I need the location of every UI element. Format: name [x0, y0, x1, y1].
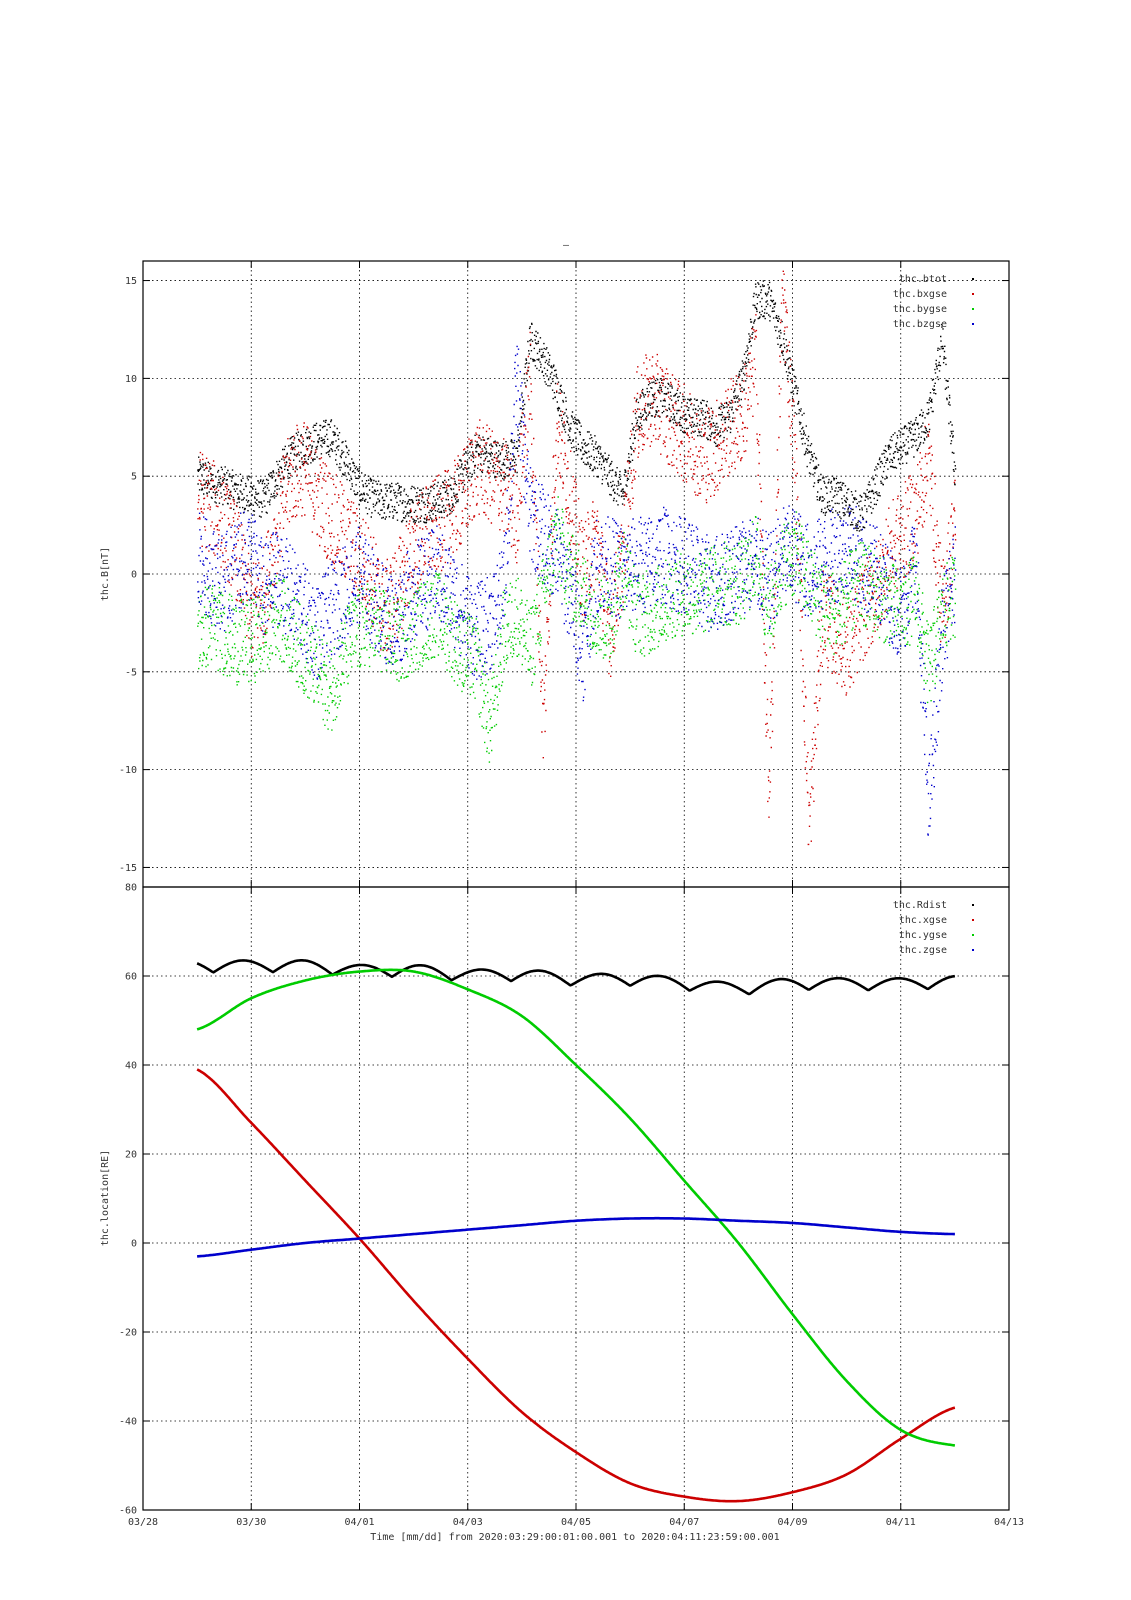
location-x-tick-label: 04/03: [453, 1517, 483, 1528]
magnetic-field-series: [197, 270, 957, 846]
magnetic-field-legend-label: thc.bzgse: [893, 319, 947, 330]
magnetic-field-ylabel: thc.B[nT]: [100, 547, 111, 601]
magnetic-field-legend-label: thc.btot: [899, 274, 947, 285]
location-x-tick-label: 04/13: [994, 1517, 1024, 1528]
figure-title: –: [563, 240, 570, 251]
location-y-tick-label: -40: [119, 1417, 137, 1428]
location-x-tick-label: 04/01: [344, 1517, 374, 1528]
location-y-tick-label: -60: [119, 1506, 137, 1517]
magnetic-field-y-tick-label: -5: [125, 667, 137, 678]
magnetic-field-panel: 15 10 5 0 -5 -10 -15 thc.B[nT] thc.btot thc.bxg…: [100, 260, 1010, 888]
location-x-tick-label: 04/05: [561, 1517, 591, 1528]
magnetic-field-y-tick-label: 15: [125, 276, 137, 287]
location-x-tick-label: 04/09: [777, 1517, 807, 1528]
scatter-points: [197, 496, 957, 763]
location-ylabel: thc.location[RE]: [100, 1150, 111, 1246]
location-legend-marker: [972, 904, 974, 906]
location-y-ticks: 80 60 40 20 0 -20 -40 -60: [119, 883, 1009, 1517]
location-y-tick-label: 40: [125, 1061, 137, 1072]
location-y-tick-label: 80: [125, 883, 137, 894]
magnetic-field-y-tick-label: -15: [119, 863, 137, 874]
location-legend-marker: [972, 919, 974, 921]
magnetic-field-y-tick-label: 0: [131, 570, 137, 581]
magnetic-field-y-tick-label: -10: [119, 765, 137, 776]
magnetic-field-y-tick-label: 5: [131, 472, 137, 483]
series-thc-bygse: [197, 496, 957, 763]
location-legend-label: thc.ygse: [899, 930, 947, 941]
magnetic-field-grid: [143, 261, 1009, 887]
magnetic-field-y-tick-label: 10: [125, 374, 137, 385]
series-thc-bzgse: [197, 345, 957, 836]
location-legend-marker: [972, 934, 974, 936]
magnetic-field-legend-label: thc.bxgse: [893, 289, 947, 300]
magnetic-field-legend: thc.btot thc.bxgse thc.bygse thc.bzgse: [893, 274, 974, 330]
location-legend: thc.Rdist thc.xgse thc.ygse thc.zgse: [893, 900, 974, 956]
location-x-ticks: 03/28 03/30 04/01 04/03 04/05 04/07 04/09 04/11…: [128, 887, 1024, 1528]
location-x-tick-label: 04/11: [886, 1517, 916, 1528]
magnetic-field-legend-marker: [972, 278, 974, 280]
location-legend-label: thc.xgse: [899, 915, 947, 926]
location-legend-marker: [972, 949, 974, 951]
location-y-tick-label: 0: [131, 1239, 137, 1250]
location-y-tick-label: 60: [125, 972, 137, 983]
location-legend-label: thc.zgse: [899, 945, 947, 956]
magnetic-field-legend-marker: [972, 293, 974, 295]
location-grid: [143, 887, 1009, 1510]
location-x-tick-label: 03/30: [236, 1517, 266, 1528]
time-range-footer: Time [mm/dd] from 2020:03:29:00:01:00.00…: [370, 1532, 779, 1543]
location-y-tick-label: 20: [125, 1150, 137, 1161]
magnetic-field-legend-label: thc.bygse: [893, 304, 947, 315]
location-legend-label: thc.Rdist: [893, 900, 947, 911]
location-series: [196, 958, 956, 1503]
series-thc-zgse-line: [197, 1216, 955, 1258]
series-thc-Rdist-line: [196, 958, 956, 996]
magnetic-field-y-ticks: 15 10 5 0 -5 -10 -15: [119, 276, 1009, 874]
magnetic-field-legend-marker: [972, 323, 974, 325]
location-x-tick-label: 03/28: [128, 1517, 158, 1528]
magnetic-field-legend-marker: [972, 308, 974, 310]
scatter-points: [197, 345, 957, 836]
series-thc-ygse-line: [196, 968, 956, 1447]
series-thc-xgse-line: [196, 1068, 956, 1503]
location-x-tick-label: 04/07: [669, 1517, 699, 1528]
location-y-tick-label: -20: [119, 1328, 137, 1339]
